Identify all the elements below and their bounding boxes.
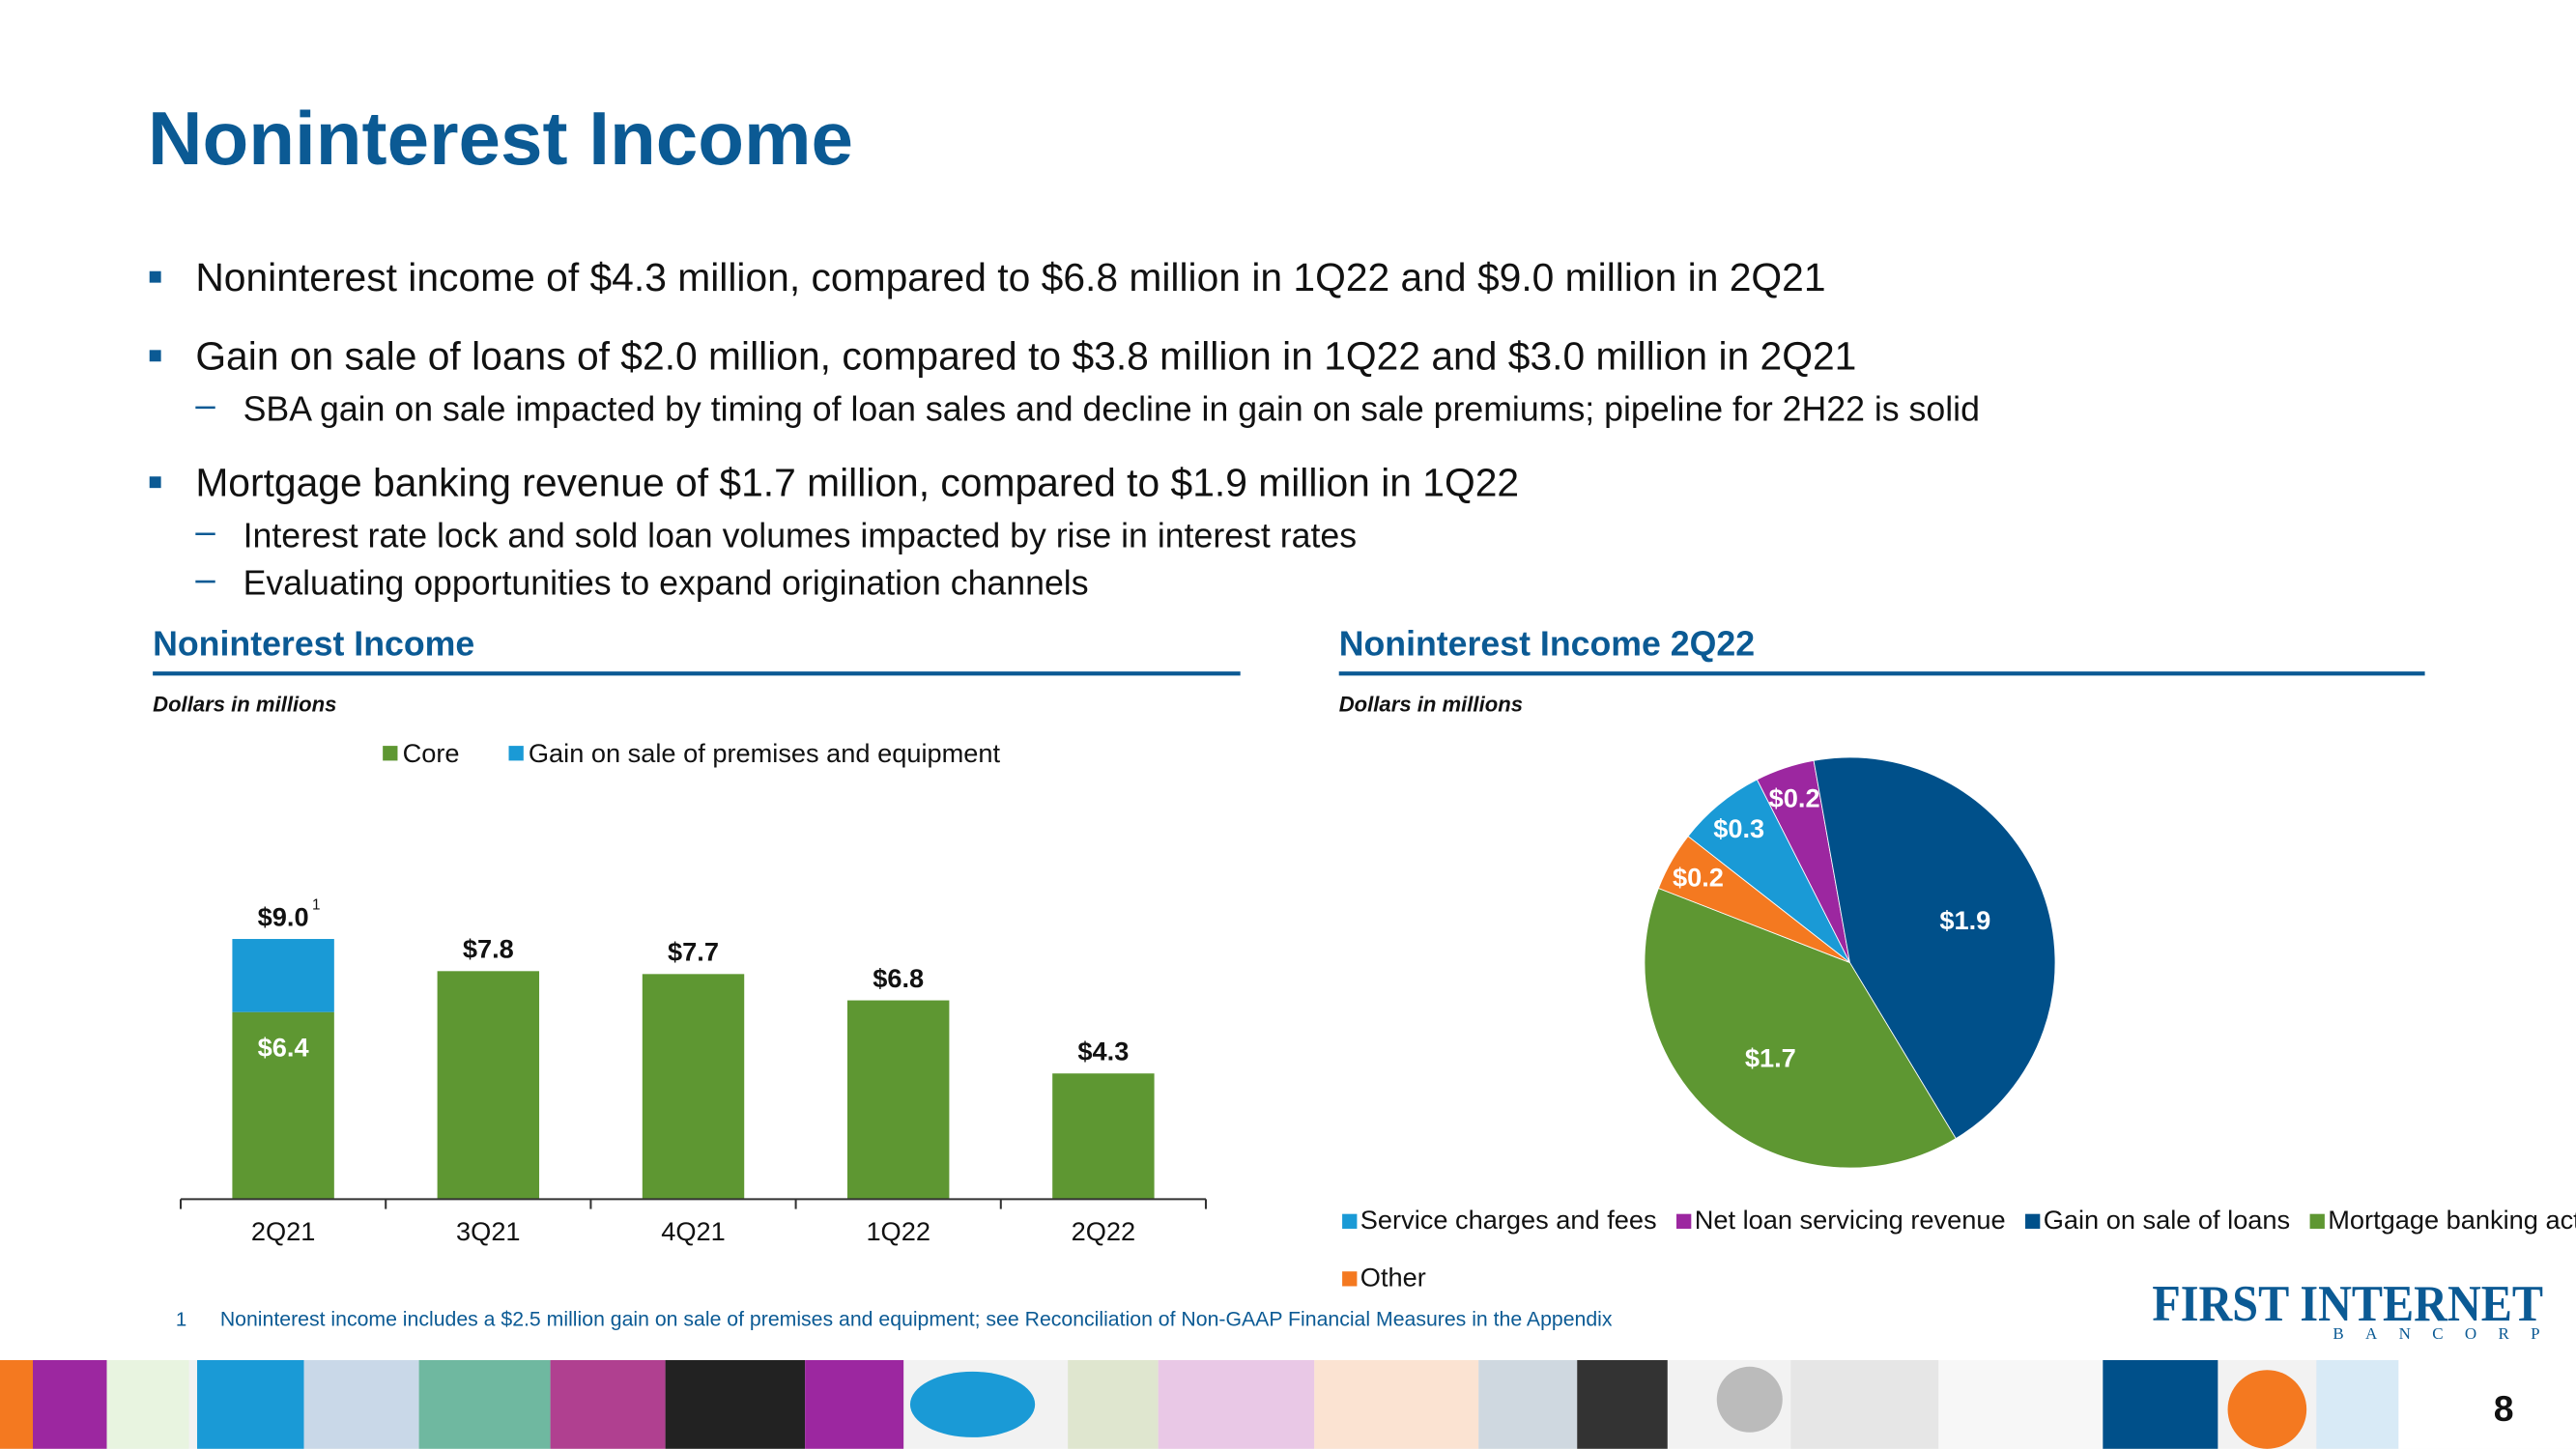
legend-swatch bbox=[2309, 1213, 2325, 1229]
bar-segment bbox=[437, 971, 540, 1200]
legend-swatch bbox=[1676, 1213, 1692, 1229]
legend-label: Service charges and fees bbox=[1360, 1205, 1657, 1235]
strip-tile bbox=[2103, 1359, 2218, 1449]
strip-tile bbox=[2227, 1370, 2307, 1449]
strip-tile bbox=[1478, 1359, 1578, 1449]
legend-label: Gain on sale of loans bbox=[2044, 1205, 2290, 1235]
x-tick-label: 2Q22 bbox=[1072, 1216, 1136, 1246]
legend-label: Core bbox=[403, 738, 460, 768]
legend-label: Gain on sale of premises and equipment bbox=[529, 738, 1001, 768]
legend-swatch bbox=[1342, 1213, 1358, 1229]
bar-segment bbox=[232, 939, 334, 1012]
legend-swatch bbox=[1342, 1271, 1358, 1287]
sub-bullet-text: Interest rate lock and sold loan volumes… bbox=[243, 516, 1357, 554]
strip-tile bbox=[1577, 1359, 1668, 1449]
strip-tile bbox=[2398, 1359, 2576, 1449]
strip-tile bbox=[0, 1359, 34, 1449]
logo-name: FIRST INTERNET bbox=[2152, 1276, 2543, 1332]
decorative-strip bbox=[0, 1359, 2576, 1449]
data-label: $1.7 bbox=[1745, 1042, 1796, 1072]
strip-tile bbox=[418, 1359, 551, 1449]
strip-tile bbox=[33, 1359, 107, 1449]
bullet-marker bbox=[149, 350, 161, 362]
legend-label: Mortgage banking activities bbox=[2328, 1205, 2576, 1235]
strip-tile bbox=[197, 1359, 304, 1449]
strip-tile bbox=[2316, 1359, 2399, 1449]
footnote-marker: 1 bbox=[312, 896, 321, 913]
page-number: 8 bbox=[2494, 1388, 2514, 1429]
chart-subtitle: Dollars in millions bbox=[1339, 692, 1523, 716]
strip-tile bbox=[665, 1359, 806, 1449]
chart-title: Noninterest Income 2Q22 bbox=[1339, 625, 1755, 664]
strip-tile bbox=[550, 1359, 666, 1449]
legend-swatch bbox=[2025, 1213, 2041, 1229]
x-tick-label: 3Q21 bbox=[456, 1216, 521, 1246]
data-label: $0.2 bbox=[1769, 782, 1820, 812]
chart-title: Noninterest Income bbox=[153, 625, 474, 664]
bullet-marker bbox=[149, 270, 161, 283]
pie-slice bbox=[1813, 756, 2056, 1140]
legend-label: Other bbox=[1360, 1262, 1426, 1292]
pie-slice bbox=[1657, 836, 1850, 963]
bar-segment bbox=[846, 1000, 950, 1200]
bar-segment bbox=[642, 974, 745, 1200]
bar-segment bbox=[232, 1011, 334, 1200]
strip-tile bbox=[1314, 1359, 1479, 1449]
slide-title: Noninterest Income bbox=[148, 96, 853, 181]
data-label: $7.8 bbox=[463, 934, 514, 964]
legend-swatch bbox=[383, 746, 398, 761]
legend-label: Net loan servicing revenue bbox=[1695, 1205, 2006, 1235]
chart-subtitle: Dollars in millions bbox=[153, 692, 336, 716]
x-tick-label: 2Q21 bbox=[251, 1216, 316, 1246]
data-label: $7.7 bbox=[668, 937, 719, 967]
strip-tile bbox=[1716, 1366, 1783, 1433]
strip-tile bbox=[303, 1359, 419, 1449]
sub-bullet-text: SBA gain on sale impacted by timing of l… bbox=[243, 389, 1980, 428]
pie-slice bbox=[1644, 887, 1957, 1169]
footnote-number: 1 bbox=[176, 1309, 186, 1330]
legend-swatch bbox=[508, 746, 524, 761]
strip-tile bbox=[1068, 1359, 1159, 1449]
footnote-text: Noninterest income includes a $2.5 milli… bbox=[220, 1307, 1613, 1330]
total-label: $9.0 bbox=[258, 901, 309, 931]
bullet-text: Mortgage banking revenue of $1.7 million… bbox=[195, 461, 1519, 505]
data-label: $0.2 bbox=[1673, 862, 1724, 892]
strip-tile bbox=[1938, 1359, 2104, 1449]
bullet-text: Noninterest income of $4.3 million, comp… bbox=[195, 255, 1825, 299]
x-tick-label: 4Q21 bbox=[661, 1216, 726, 1246]
bullet-text: Gain on sale of loans of $2.0 million, c… bbox=[195, 334, 1856, 379]
strip-tile bbox=[909, 1371, 1036, 1437]
strip-tile bbox=[106, 1359, 189, 1449]
data-label: $4.3 bbox=[1077, 1037, 1129, 1066]
data-label: $6.8 bbox=[873, 963, 924, 993]
bullet-marker bbox=[149, 476, 161, 489]
sub-bullet-text: Evaluating opportunities to expand origi… bbox=[243, 564, 1089, 603]
bar-segment bbox=[1052, 1073, 1155, 1200]
x-tick-label: 1Q22 bbox=[866, 1216, 930, 1246]
strip-tile bbox=[805, 1359, 904, 1449]
strip-tile bbox=[1158, 1359, 1315, 1449]
data-label: $6.4 bbox=[258, 1033, 309, 1063]
strip-tile bbox=[1790, 1359, 1939, 1449]
data-label: $1.9 bbox=[1939, 905, 1990, 935]
data-label: $0.3 bbox=[1713, 813, 1764, 843]
